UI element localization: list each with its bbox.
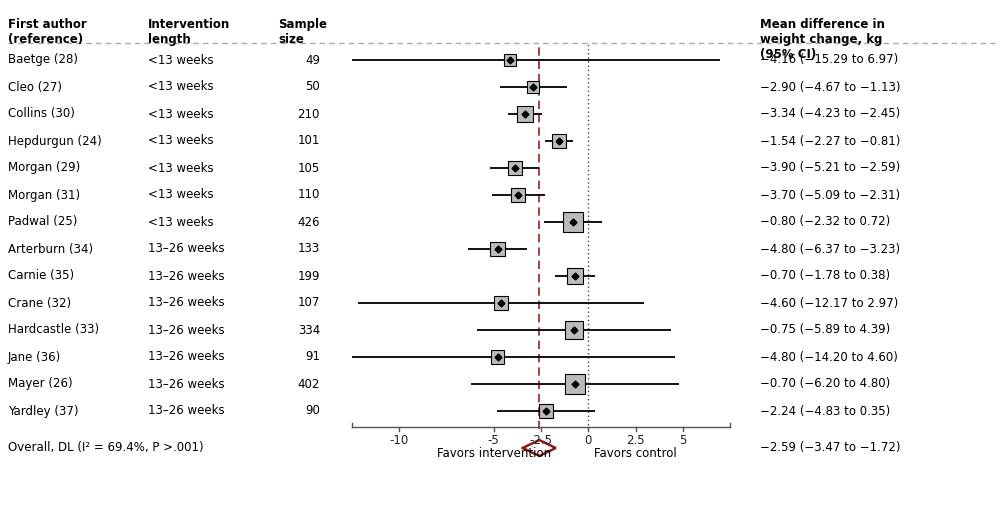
Text: −0.75 (−5.89 to 4.39): −0.75 (−5.89 to 4.39) xyxy=(760,323,890,336)
Text: −2.59 (−3.47 to −1.72): −2.59 (−3.47 to −1.72) xyxy=(760,441,900,455)
Text: 91: 91 xyxy=(305,351,320,364)
Text: Crane (32): Crane (32) xyxy=(8,297,71,310)
Text: 13–26 weeks: 13–26 weeks xyxy=(148,323,225,336)
Text: −2.90 (−4.67 to −1.13): −2.90 (−4.67 to −1.13) xyxy=(760,80,900,94)
Text: Hardcastle (33): Hardcastle (33) xyxy=(8,323,99,336)
Text: <13 weeks: <13 weeks xyxy=(148,162,214,175)
Bar xyxy=(567,268,583,284)
Text: −4.80 (−6.37 to −3.23): −4.80 (−6.37 to −3.23) xyxy=(760,243,900,255)
Text: 13–26 weeks: 13–26 weeks xyxy=(148,297,225,310)
Bar xyxy=(565,321,583,339)
Text: <13 weeks: <13 weeks xyxy=(148,108,214,121)
Text: Morgan (31): Morgan (31) xyxy=(8,188,80,201)
Text: Hepdurgun (24): Hepdurgun (24) xyxy=(8,134,102,147)
Text: 0: 0 xyxy=(585,434,592,447)
Text: Favors intervention: Favors intervention xyxy=(437,447,551,460)
Text: −3.90 (−5.21 to −2.59): −3.90 (−5.21 to −2.59) xyxy=(760,162,900,175)
Bar xyxy=(539,404,553,418)
Text: Intervention
length: Intervention length xyxy=(148,18,230,46)
Bar xyxy=(490,242,505,256)
Text: Arterburn (34): Arterburn (34) xyxy=(8,243,93,255)
Bar xyxy=(511,188,525,202)
Bar xyxy=(508,161,522,175)
Text: −0.70 (−1.78 to 0.38): −0.70 (−1.78 to 0.38) xyxy=(760,269,890,283)
Text: <13 weeks: <13 weeks xyxy=(148,134,214,147)
Text: Padwal (25): Padwal (25) xyxy=(8,215,77,229)
Text: −2.24 (−4.83 to 0.35): −2.24 (−4.83 to 0.35) xyxy=(760,404,890,418)
Text: 105: 105 xyxy=(298,162,320,175)
Text: Yardley (37): Yardley (37) xyxy=(8,404,78,418)
Text: 101: 101 xyxy=(298,134,320,147)
Text: Sample
size: Sample size xyxy=(278,18,327,46)
Bar xyxy=(517,106,533,122)
Bar xyxy=(491,350,504,364)
Bar xyxy=(552,134,566,148)
Text: −1.54 (−2.27 to −0.81): −1.54 (−2.27 to −0.81) xyxy=(760,134,900,147)
Bar xyxy=(563,212,583,232)
Text: <13 weeks: <13 weeks xyxy=(148,188,214,201)
Text: Cleo (27): Cleo (27) xyxy=(8,80,62,94)
Text: 402: 402 xyxy=(298,377,320,390)
Text: <13 weeks: <13 weeks xyxy=(148,80,214,94)
Text: 50: 50 xyxy=(305,80,320,94)
Text: 133: 133 xyxy=(298,243,320,255)
Text: -10: -10 xyxy=(390,434,409,447)
Bar xyxy=(504,54,516,66)
Text: 426: 426 xyxy=(298,215,320,229)
Text: −0.70 (−6.20 to 4.80): −0.70 (−6.20 to 4.80) xyxy=(760,377,890,390)
Text: Jane (36): Jane (36) xyxy=(8,351,61,364)
Text: −4.80 (−14.20 to 4.60): −4.80 (−14.20 to 4.60) xyxy=(760,351,898,364)
Text: 2.5: 2.5 xyxy=(626,434,645,447)
Bar xyxy=(494,296,508,310)
Text: 199: 199 xyxy=(298,269,320,283)
Bar xyxy=(527,81,539,93)
Text: Carnie (35): Carnie (35) xyxy=(8,269,74,283)
Text: -2.5: -2.5 xyxy=(530,434,552,447)
Text: <13 weeks: <13 weeks xyxy=(148,54,214,66)
Text: −3.70 (−5.09 to −2.31): −3.70 (−5.09 to −2.31) xyxy=(760,188,900,201)
Text: 334: 334 xyxy=(298,323,320,336)
Text: Baetge (28): Baetge (28) xyxy=(8,54,78,66)
Text: First author
(reference): First author (reference) xyxy=(8,18,87,46)
Text: 49: 49 xyxy=(305,54,320,66)
Text: −0.80 (−2.32 to 0.72): −0.80 (−2.32 to 0.72) xyxy=(760,215,890,229)
Text: −3.34 (−4.23 to −2.45): −3.34 (−4.23 to −2.45) xyxy=(760,108,900,121)
Text: Mayer (26): Mayer (26) xyxy=(8,377,73,390)
Text: 5: 5 xyxy=(679,434,686,447)
Text: Favors control: Favors control xyxy=(594,447,677,460)
Text: 13–26 weeks: 13–26 weeks xyxy=(148,351,225,364)
Text: Mean difference in
weight change, kg
(95% CI): Mean difference in weight change, kg (95… xyxy=(760,18,885,61)
Text: 210: 210 xyxy=(298,108,320,121)
Text: 13–26 weeks: 13–26 weeks xyxy=(148,377,225,390)
Text: -5: -5 xyxy=(488,434,500,447)
Text: Overall, DL (I² = 69.4%, P >.001): Overall, DL (I² = 69.4%, P >.001) xyxy=(8,441,204,455)
Text: −4.60 (−12.17 to 2.97): −4.60 (−12.17 to 2.97) xyxy=(760,297,898,310)
Bar xyxy=(565,374,585,394)
Text: 13–26 weeks: 13–26 weeks xyxy=(148,404,225,418)
Text: 13–26 weeks: 13–26 weeks xyxy=(148,269,225,283)
Text: 110: 110 xyxy=(298,188,320,201)
Text: Morgan (29): Morgan (29) xyxy=(8,162,80,175)
Text: Collins (30): Collins (30) xyxy=(8,108,75,121)
Text: 13–26 weeks: 13–26 weeks xyxy=(148,243,225,255)
Text: <13 weeks: <13 weeks xyxy=(148,215,214,229)
Text: −4.16 (−15.29 to 6.97): −4.16 (−15.29 to 6.97) xyxy=(760,54,898,66)
Text: 107: 107 xyxy=(298,297,320,310)
Text: 90: 90 xyxy=(305,404,320,418)
